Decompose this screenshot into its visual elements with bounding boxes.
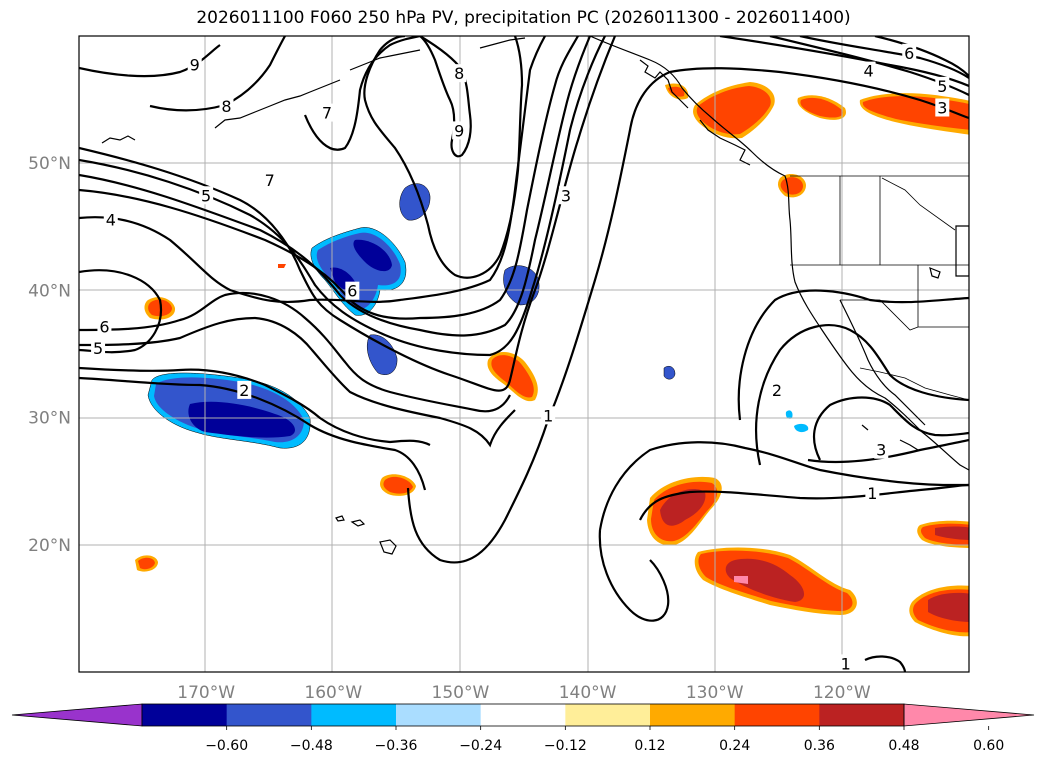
contour-label-15: 3: [876, 441, 886, 460]
lat-tick-label-1: 30°N: [28, 409, 71, 429]
colorbar-tick-label-0: −0.60: [205, 738, 248, 754]
colorbar-segment-4: [480, 704, 566, 726]
contour-label-bg-10: [91, 338, 106, 357]
contour-label-9: 6: [99, 317, 109, 336]
contour-label-bg-0: [187, 55, 202, 74]
contour-label-4: 9: [454, 121, 464, 140]
pv-contour-labels: 9 8 7 8 9 7 5 4 6 6 5 2 3 1 2 3 1 1 4 6 5 3: [91, 43, 950, 673]
lon-tick-label-1: 160°W: [304, 683, 362, 703]
contour-label-bg-14: [770, 380, 785, 399]
colorbar-tick-label-7: 0.36: [804, 738, 835, 754]
colorbar-tick-label-2: −0.36: [375, 738, 418, 754]
colorbar-segment-8: [819, 704, 905, 726]
pv-contours: [79, 36, 969, 672]
contour-label-11: 2: [239, 381, 249, 400]
colorbar-outline: [141, 703, 905, 727]
contour-label-bg-1: [219, 97, 234, 116]
chart-title: 2026011100 F060 250 hPa PV, precipitatio…: [196, 8, 851, 28]
contour-label-2: 7: [322, 104, 332, 123]
contour-label-16: 1: [867, 484, 877, 503]
contour-label-0: 9: [190, 55, 200, 74]
colorbar-extend-low: [11, 703, 143, 727]
colorbar-tick-label-8: 0.48: [888, 738, 919, 754]
lon-tick-label-2: 150°W: [432, 683, 490, 703]
contour-label-bg-6: [199, 186, 214, 205]
political-borders: [790, 175, 969, 401]
colorbar: [11, 703, 1035, 727]
colorbar-segment-1: [226, 704, 312, 726]
contour-label-3: 8: [454, 64, 464, 83]
colorbar-segment-6: [650, 704, 736, 726]
contour-label-13: 1: [543, 406, 553, 425]
contour-label-18: 4: [863, 62, 873, 81]
colorbar-tick-label-5: 0.12: [634, 738, 665, 754]
contour-label-1: 8: [221, 97, 231, 116]
contour-label-bg-9: [97, 317, 112, 336]
lon-tick-label-5: 120°W: [813, 683, 871, 703]
colorbar-extend-high: [903, 703, 1035, 727]
contour-label-bg-20: [935, 76, 950, 95]
colorbar-tick-label-6: 0.24: [719, 738, 750, 754]
contour-label-19: 6: [904, 44, 914, 63]
contour-label-bg-8: [345, 281, 360, 300]
contour-label-12: 3: [561, 186, 571, 205]
negative-precip-fields: [147, 183, 809, 449]
colorbar-segment-5: [565, 704, 651, 726]
contour-label-bg-11: [237, 380, 252, 399]
contour-label-bg-18: [861, 61, 876, 80]
map-layers: 9 8 7 8 9 7 5 4 6 6 5 2 3 1 2 3 1 1 4 6 5 3: [79, 36, 969, 673]
lat-tick-label-3: 50°N: [28, 154, 71, 174]
contour-label-21: 3: [937, 99, 947, 118]
contour-label-bg-3: [452, 64, 467, 83]
contour-label-6: 5: [201, 186, 211, 205]
map-frame: [78, 35, 970, 673]
contour-label-bg-2: [319, 103, 334, 122]
contour-label-20: 5: [937, 77, 947, 96]
colorbar-tick-label-3: −0.24: [459, 738, 502, 754]
contour-label-bg-17: [838, 654, 853, 672]
colorbar-segment-3: [396, 704, 482, 726]
contour-label-14: 2: [772, 381, 782, 400]
colorbar-segment-2: [311, 704, 397, 726]
longitude-tick-labels: 170°W 160°W 150°W 140°W 130°W 120°W: [177, 683, 871, 703]
contour-label-bg-7: [103, 210, 118, 229]
contour-label-8: 6: [347, 282, 357, 301]
lat-tick-label-2: 40°N: [28, 281, 71, 301]
contour-label-bg-16: [865, 483, 880, 502]
contour-label-7: 4: [106, 210, 116, 229]
colorbar-tick-labels: −0.60 −0.48 −0.36 −0.24 −0.12 0.12 0.24 0.36 0.4…: [205, 726, 1004, 754]
map-frame-bg: [79, 36, 969, 672]
contour-label-bg-12: [558, 186, 573, 205]
contour-label-bg-21: [935, 98, 950, 117]
coastlines: [101, 36, 969, 555]
colorbar-tick-label-1: −0.48: [290, 738, 333, 754]
contour-label-bg-15: [874, 440, 889, 459]
contour-label-bg-13: [541, 406, 556, 425]
lon-tick-label-4: 130°W: [686, 683, 744, 703]
colorbar-segment-7: [734, 704, 820, 726]
latitude-tick-labels: 20°N 30°N 40°N 50°N: [28, 154, 71, 556]
colorbar-segment-0: [142, 704, 228, 726]
contour-label-5: 7: [265, 171, 275, 190]
colorbar-tick-label-4: −0.12: [544, 738, 587, 754]
contour-label-bg-19: [902, 43, 917, 62]
lon-tick-label-0: 170°W: [177, 683, 235, 703]
contour-label-17: 1: [841, 654, 851, 673]
contour-label-bg-4: [452, 121, 467, 140]
contour-label-bg-5: [262, 171, 277, 190]
lat-tick-label-0: 20°N: [28, 536, 71, 556]
lon-tick-label-3: 140°W: [559, 683, 617, 703]
contour-label-10: 5: [93, 339, 103, 358]
colorbar-tick-label-9: 0.60: [973, 738, 1004, 754]
